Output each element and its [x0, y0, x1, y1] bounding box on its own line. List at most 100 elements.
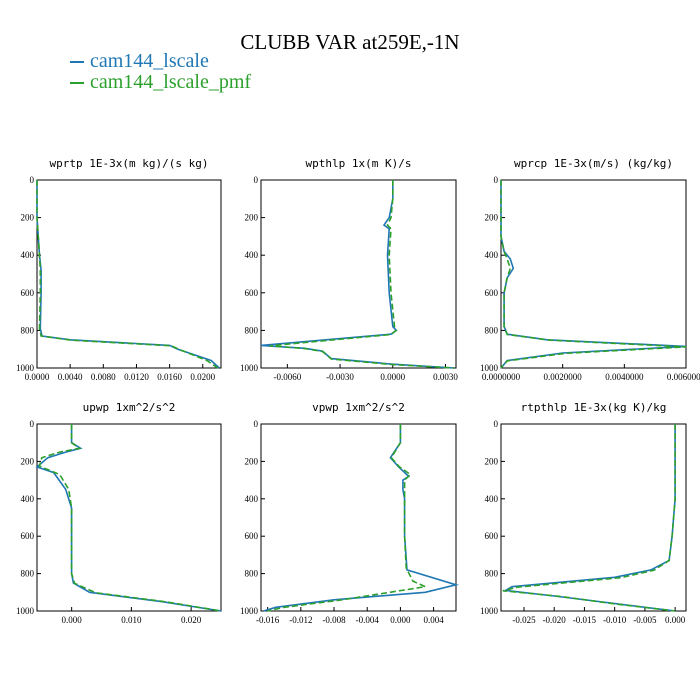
x-tick-label: -0.020 — [543, 615, 567, 625]
y-tick-label: 0 — [494, 419, 499, 429]
series-line-1 — [500, 180, 687, 369]
y-tick-label: 0 — [30, 419, 35, 429]
series-line-2 — [502, 424, 676, 612]
plot-panel-5: vpwp 1xm^2/s^2 0 200 400 600 800 1000-0.016 -0.… — [240, 401, 460, 625]
series-line-2 — [38, 424, 222, 612]
plot-panel-2: wpthlp 1x(m K)/s 0 200 400 600 800 1000 -0.0060… — [240, 157, 458, 382]
y-tick-label: 0 — [30, 175, 35, 185]
x-tick-label: 0.0020000 — [544, 372, 583, 382]
x-tick-label: 0.0060000 — [667, 372, 700, 382]
legend-line-icon — [70, 61, 84, 64]
series-line-1 — [35, 424, 222, 612]
y-tick-label: 0 — [254, 175, 259, 185]
plot-frame — [500, 179, 687, 369]
y-tick-label: 0 — [254, 419, 259, 429]
legend-entry-2: cam144_lscale_pmf — [70, 71, 251, 94]
x-tick-label: 0.0000 — [25, 372, 50, 382]
x-tick-label: -0.005 — [633, 615, 657, 625]
panel-title: wpthlp 1x(m K)/s — [306, 157, 412, 170]
y-tick-label: 200 — [485, 213, 499, 223]
y-tick-label: 200 — [485, 456, 499, 466]
panel-title: upwp 1xm^2/s^2 — [83, 401, 176, 414]
y-tick-label: 1000 — [16, 363, 35, 373]
x-tick-label: 0.0200 — [190, 372, 215, 382]
x-tick-label: 0.020 — [181, 615, 202, 625]
y-tick-label: 200 — [21, 213, 35, 223]
series-line-2 — [500, 180, 687, 369]
series-line-2 — [36, 180, 219, 369]
y-tick-label: 200 — [21, 456, 35, 466]
figure-title: CLUBB VAR at259E,-1N — [240, 30, 460, 54]
y-tick-label: 400 — [245, 250, 259, 260]
series-line-1 — [263, 424, 460, 612]
y-tick-label: 600 — [21, 288, 35, 298]
legend-line-icon — [70, 82, 84, 85]
legend-entry-1: cam144_lscale — [70, 50, 209, 73]
plot-panel-3: wprcp 1E-3x(m/s) (kg/kg) 0 200 400 600 800 100… — [480, 157, 700, 382]
y-tick-label: 1000 — [16, 606, 35, 616]
x-tick-label: 0.0160 — [157, 372, 182, 382]
x-tick-label: 0.004 — [423, 615, 444, 625]
x-tick-label: 0.0040000 — [605, 372, 644, 382]
series-line-1 — [503, 424, 676, 612]
x-tick-label: 0.000 — [390, 615, 411, 625]
x-tick-label: 0.0040 — [58, 372, 83, 382]
plot-panel-6: rtpthlp 1E-3x(kg K)/kg 0 200 400 600 800 1000 -… — [480, 401, 687, 625]
panel-title: wprtp 1E-3x(m kg)/(s kg) — [50, 157, 209, 170]
x-tick-label: -0.015 — [573, 615, 597, 625]
series-line-2 — [269, 180, 455, 369]
x-tick-label: -0.012 — [289, 615, 312, 625]
y-tick-label: 1000 — [480, 606, 499, 616]
x-tick-label: 0.0000 — [380, 372, 405, 382]
plot-frame — [260, 179, 457, 369]
x-tick-label: 0.0120 — [124, 372, 149, 382]
x-tick-label: -0.016 — [256, 615, 280, 625]
x-tick-label: 0.0030 — [433, 372, 458, 382]
y-tick-label: 400 — [485, 494, 499, 504]
y-tick-label: 1000 — [240, 363, 259, 373]
legend-label: cam144_lscale_pmf — [90, 71, 252, 93]
y-tick-label: 800 — [485, 325, 499, 335]
x-tick-label: 0.000 — [665, 615, 686, 625]
x-tick-label: -0.025 — [512, 615, 536, 625]
x-tick-label: 0.0080 — [91, 372, 116, 382]
plot-panel-4: upwp 1xm^2/s^2 0 200 400 600 800 1000 0.000 0.01… — [16, 401, 222, 625]
y-tick-label: 1000 — [240, 606, 259, 616]
y-tick-label: 800 — [21, 325, 35, 335]
plot-panel-1: wprtp 1E-3x(m kg)/(s kg) 0 200 400 600 800 100… — [16, 157, 222, 382]
plot-frame — [36, 423, 222, 612]
y-tick-label: 800 — [245, 325, 259, 335]
plot-frame — [260, 423, 457, 612]
plot-frame — [500, 423, 687, 612]
series-line-2 — [267, 424, 429, 612]
y-tick-label: 1000 — [480, 363, 499, 373]
y-tick-label: 400 — [21, 250, 35, 260]
y-tick-label: 600 — [245, 531, 259, 541]
y-tick-label: 400 — [245, 494, 259, 504]
series-line-1 — [260, 180, 455, 369]
y-tick-label: 600 — [485, 288, 499, 298]
series-line-1 — [36, 180, 220, 369]
legend-label: cam144_lscale — [90, 50, 209, 72]
plot-frame — [36, 179, 222, 369]
x-tick-label: -0.008 — [322, 615, 346, 625]
y-tick-label: 800 — [245, 569, 259, 579]
y-tick-label: 0 — [494, 175, 499, 185]
y-tick-label: 800 — [21, 569, 35, 579]
y-tick-label: 600 — [21, 531, 35, 541]
y-tick-label: 600 — [485, 531, 499, 541]
y-tick-label: 200 — [245, 213, 259, 223]
x-tick-label: -0.0060 — [273, 372, 301, 382]
x-tick-label: 0.000 — [62, 615, 83, 625]
x-tick-label: 0.010 — [121, 615, 142, 625]
y-tick-label: 400 — [21, 494, 35, 504]
y-tick-label: 200 — [245, 456, 259, 466]
panel-title: wprcp 1E-3x(m/s) (kg/kg) — [514, 157, 673, 170]
x-tick-label: -0.0030 — [326, 372, 354, 382]
y-tick-label: 400 — [485, 250, 499, 260]
x-tick-label: -0.004 — [356, 615, 380, 625]
panel-title: vpwp 1xm^2/s^2 — [312, 401, 405, 414]
x-tick-label: -0.010 — [603, 615, 627, 625]
panel-title: rtpthlp 1E-3x(kg K)/kg — [521, 401, 667, 414]
